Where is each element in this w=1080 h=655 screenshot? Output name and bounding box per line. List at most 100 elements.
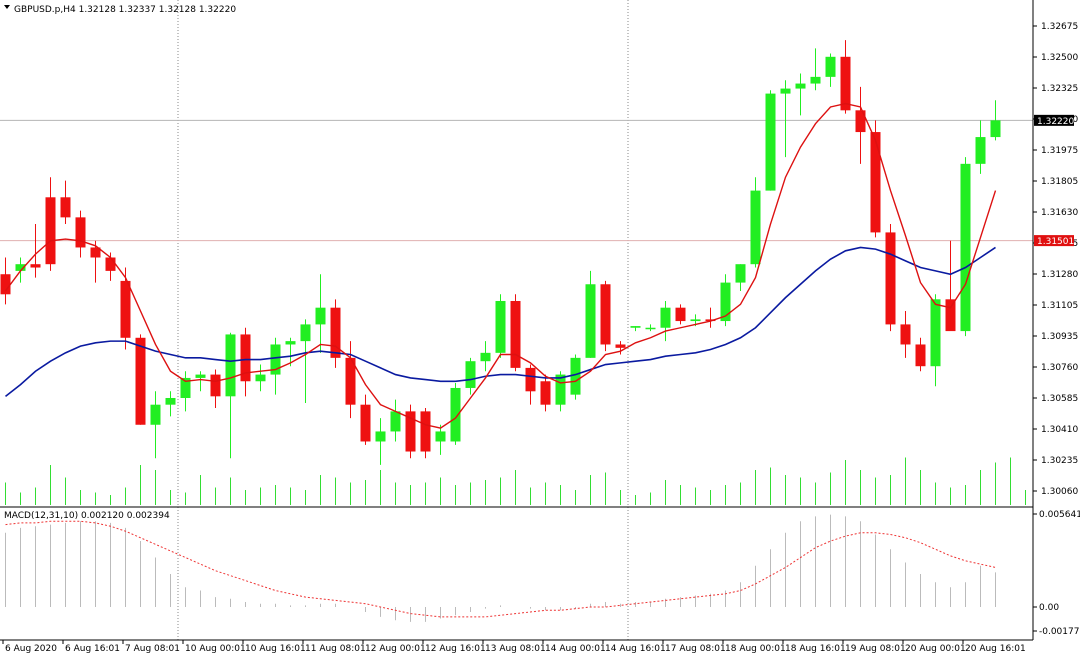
candle	[255, 364, 266, 392]
macd-tick-label: 0.005641	[1039, 510, 1080, 520]
time-axis-ticks: 6 Aug 2020 6 Aug 16:01 7 Aug 08:01 10 Aug 0…	[2, 640, 1026, 654]
candle	[330, 299, 341, 368]
candle	[135, 334, 146, 425]
candle-body	[915, 344, 926, 367]
candle	[990, 100, 1001, 141]
candle	[240, 327, 251, 397]
candle	[390, 399, 401, 442]
time-tick-label: 18 Aug 00:01	[725, 644, 786, 654]
price-axis-ticks: 1.326751.325001.323251.321501.319751.318…	[1033, 22, 1078, 497]
candle	[375, 418, 386, 465]
price-tick-label: 1.31805	[1041, 177, 1078, 187]
candle	[570, 354, 581, 400]
time-tick-label: 19 Aug 08:01	[845, 644, 906, 654]
time-tick-label: 12 Aug 00:01	[365, 644, 426, 654]
candle	[900, 311, 911, 358]
macd-tick-label: -0.00177	[1039, 627, 1079, 637]
candle	[885, 224, 896, 332]
price-tick-label: 1.31280	[1041, 270, 1078, 280]
candle-body	[780, 88, 791, 94]
candle-body	[210, 374, 221, 397]
current-price-tag-text: 1.32220	[1037, 117, 1074, 127]
candle-body	[645, 327, 656, 330]
candle-body	[135, 337, 146, 425]
candle	[510, 294, 521, 372]
candle-body	[750, 190, 761, 265]
candle-body	[855, 110, 866, 133]
candle-body	[795, 83, 806, 89]
candle-body	[540, 381, 551, 405]
candle	[915, 337, 926, 372]
candle-body	[225, 334, 236, 397]
candle	[75, 210, 86, 258]
price-tick-label: 1.32675	[1041, 22, 1078, 32]
candle-body	[315, 307, 326, 325]
time-tick-label: 11 Aug 08:01	[305, 644, 366, 654]
candle	[930, 294, 941, 387]
candle-body	[450, 387, 461, 442]
candle-body	[285, 341, 296, 345]
candle-body	[90, 247, 101, 258]
price-tick-label: 1.30060	[1041, 487, 1078, 497]
price-tick-label: 1.32325	[1041, 84, 1078, 94]
candle-body	[75, 217, 86, 248]
alert-price-tag-box[interactable]	[1034, 235, 1074, 247]
chart-menu-triangle-icon[interactable]	[4, 5, 10, 9]
candle	[0, 257, 11, 305]
candle-body	[690, 319, 701, 322]
candle-body	[360, 404, 371, 442]
candle	[615, 341, 626, 355]
time-tick-label: 13 Aug 08:01	[485, 644, 546, 654]
candle-body	[615, 344, 626, 348]
candle-body	[105, 257, 116, 271]
candle	[855, 86, 866, 164]
candle-body	[60, 197, 71, 218]
candle-body	[585, 284, 596, 358]
candle	[945, 240, 956, 332]
candle-body	[120, 280, 131, 338]
candle	[285, 337, 296, 367]
price-tick-label: 1.31630	[1041, 208, 1078, 218]
candle	[315, 274, 326, 353]
macd-histogram	[5, 514, 996, 622]
price-tick-label: 1.30410	[1041, 425, 1078, 435]
candle	[150, 391, 161, 459]
candle	[270, 337, 281, 395]
candle-body	[330, 307, 341, 358]
candle-body	[675, 307, 686, 322]
candle-body	[525, 367, 536, 392]
time-tick-label: 18 Aug 16:01	[785, 644, 846, 654]
candle-body	[495, 300, 506, 353]
candle-body	[990, 120, 1001, 138]
candle	[975, 120, 986, 174]
candle-body	[735, 264, 746, 283]
candle-body	[720, 282, 731, 322]
price-tick-label: 1.31105	[1041, 301, 1078, 311]
candle	[210, 369, 221, 409]
candle-body	[660, 307, 671, 328]
candle-body	[180, 377, 191, 398]
price-tick-label: 1.30585	[1041, 394, 1078, 404]
candle	[675, 304, 686, 325]
time-tick-label: 6 Aug 2020	[5, 644, 57, 654]
candle-body	[825, 56, 836, 77]
candle	[870, 120, 881, 238]
candle-body	[30, 264, 41, 268]
alert-price-tag[interactable]: 1.31501	[1034, 235, 1074, 247]
candle	[540, 374, 551, 412]
candle-body	[570, 357, 581, 395]
candle	[720, 274, 731, 327]
candle	[120, 267, 131, 350]
candle-body	[45, 197, 56, 265]
candle-body	[300, 324, 311, 342]
candle	[960, 157, 971, 337]
time-tick-label: 6 Aug 16:01	[65, 644, 120, 654]
candle	[705, 307, 716, 328]
time-tick-label: 20 Aug 16:01	[965, 644, 1026, 654]
candle-body	[705, 319, 716, 322]
current-price-tag-box	[1034, 114, 1074, 126]
candle	[750, 177, 761, 268]
price-tick-label: 1.30235	[1041, 456, 1078, 466]
